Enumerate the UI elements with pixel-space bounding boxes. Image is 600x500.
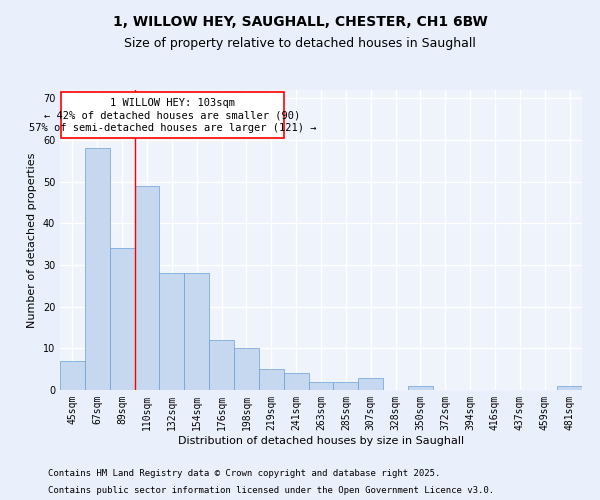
Bar bbox=[134, 186, 160, 390]
Bar bbox=[358, 378, 383, 390]
Bar bbox=[408, 386, 433, 390]
Text: ← 42% of detached houses are smaller (90): ← 42% of detached houses are smaller (90… bbox=[44, 111, 301, 121]
Bar bbox=[259, 369, 284, 390]
Bar bbox=[334, 382, 358, 390]
Bar bbox=[284, 374, 308, 390]
Bar bbox=[85, 148, 110, 390]
Bar bbox=[160, 274, 184, 390]
Text: 57% of semi-detached houses are larger (121) →: 57% of semi-detached houses are larger (… bbox=[29, 124, 316, 134]
Text: Contains HM Land Registry data © Crown copyright and database right 2025.: Contains HM Land Registry data © Crown c… bbox=[48, 468, 440, 477]
Bar bbox=[557, 386, 582, 390]
Bar bbox=[110, 248, 134, 390]
Bar bbox=[308, 382, 334, 390]
Text: 1, WILLOW HEY, SAUGHALL, CHESTER, CH1 6BW: 1, WILLOW HEY, SAUGHALL, CHESTER, CH1 6B… bbox=[113, 15, 487, 29]
X-axis label: Distribution of detached houses by size in Saughall: Distribution of detached houses by size … bbox=[178, 436, 464, 446]
Bar bbox=[61, 92, 284, 138]
Text: Size of property relative to detached houses in Saughall: Size of property relative to detached ho… bbox=[124, 38, 476, 51]
Y-axis label: Number of detached properties: Number of detached properties bbox=[27, 152, 37, 328]
Text: Contains public sector information licensed under the Open Government Licence v3: Contains public sector information licen… bbox=[48, 486, 494, 495]
Text: 1 WILLOW HEY: 103sqm: 1 WILLOW HEY: 103sqm bbox=[110, 98, 235, 108]
Bar bbox=[60, 361, 85, 390]
Bar bbox=[184, 274, 209, 390]
Bar bbox=[234, 348, 259, 390]
Bar bbox=[209, 340, 234, 390]
